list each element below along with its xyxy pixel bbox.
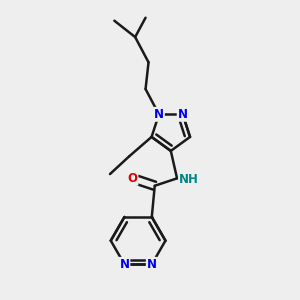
Text: N: N (178, 108, 188, 121)
Text: O: O (128, 172, 137, 185)
Text: N: N (154, 108, 164, 121)
Text: N: N (147, 258, 157, 271)
Text: N: N (119, 258, 129, 271)
Text: NH: NH (179, 173, 199, 186)
